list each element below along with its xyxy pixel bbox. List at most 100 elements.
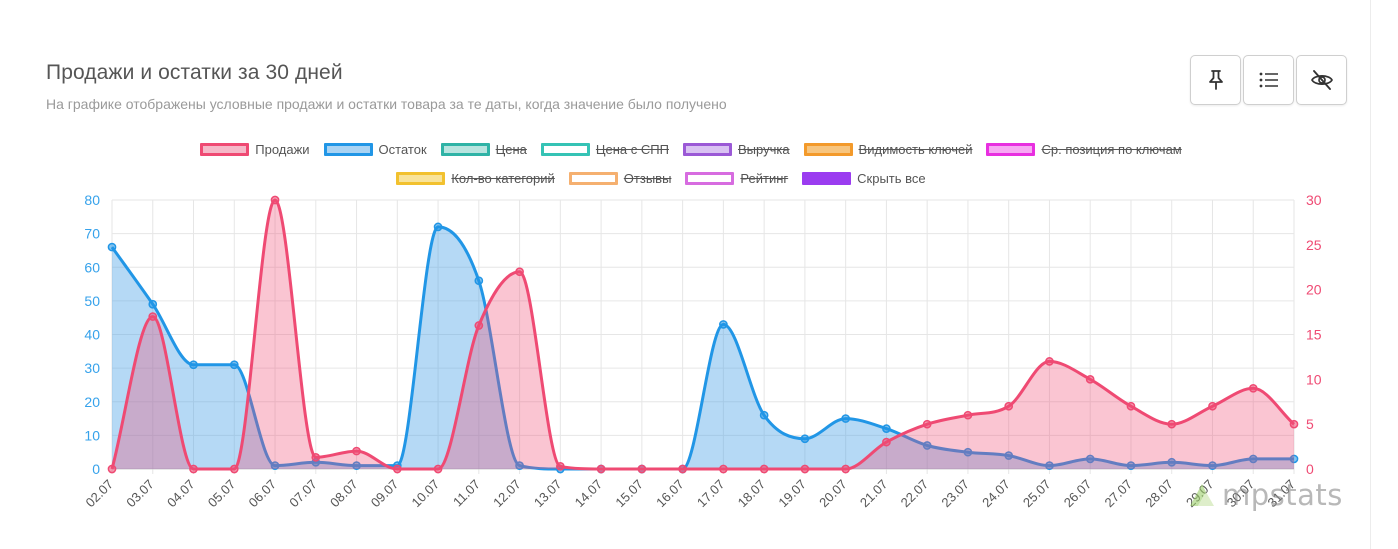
data-point [433, 464, 443, 474]
legend-label: Ср. позиция по ключам [1041, 142, 1182, 157]
data-point [474, 276, 484, 286]
y-tick-right: 5 [1306, 416, 1314, 432]
legend-item[interactable]: Цена с СПП [540, 142, 669, 157]
legend-swatch [540, 143, 590, 156]
legend-label: Рейтинг [740, 171, 789, 186]
x-tick-label: 11.07 [450, 477, 483, 510]
list-button[interactable] [1243, 55, 1294, 105]
data-point [229, 360, 239, 370]
x-tick-label: 12.07 [490, 477, 524, 511]
x-tick-label: 23.07 [938, 477, 972, 511]
series-area [112, 200, 1294, 469]
legend-item[interactable]: Продажи [200, 142, 310, 157]
y-tick-right: 15 [1306, 327, 1322, 343]
legend-swatch [685, 172, 735, 185]
data-point [637, 464, 647, 474]
legend-item[interactable]: Кол-во категорий [396, 171, 555, 186]
hide-button[interactable] [1296, 55, 1347, 105]
data-point [1289, 419, 1299, 429]
pin-button[interactable] [1190, 55, 1241, 105]
legend-item[interactable]: Ср. позиция по ключам [986, 142, 1182, 157]
legend-item[interactable]: Цена [440, 142, 527, 157]
y-tick-right: 30 [1306, 192, 1322, 208]
data-point [1085, 374, 1095, 384]
data-point [189, 464, 198, 474]
data-point [963, 447, 973, 457]
x-tick-label: 25.07 [1020, 477, 1054, 511]
legend-swatch [200, 143, 250, 156]
legend-swatch [568, 172, 618, 185]
legend-swatch [323, 143, 373, 156]
eye-off-icon [1310, 70, 1333, 90]
x-tick-label: 16.07 [653, 477, 687, 511]
series-area [112, 226, 1294, 469]
legend-item[interactable]: Остаток [323, 142, 427, 157]
legend-label: Видимость ключей [858, 142, 973, 157]
legend-item[interactable]: Отзывы [568, 171, 671, 186]
x-tick-label: 02.07 [83, 477, 117, 511]
x-tick-label: 03.07 [123, 477, 157, 511]
data-point [107, 464, 117, 474]
data-point [433, 222, 443, 232]
x-tick-label: 26.07 [1061, 477, 1095, 511]
data-point [800, 464, 810, 474]
y-tick-left: 50 [84, 293, 100, 309]
data-point [1248, 383, 1258, 393]
legend-swatch [440, 143, 490, 156]
data-point [1045, 357, 1054, 366]
data-point [719, 464, 728, 474]
data-point [311, 452, 321, 462]
x-tick-label: 06.07 [246, 477, 280, 511]
data-point [352, 446, 361, 456]
data-point [1167, 419, 1177, 429]
chart-toolbar [1190, 55, 1347, 105]
y-tick-left: 80 [84, 192, 100, 208]
data-point [1004, 401, 1014, 411]
legend-label: Цена с СПП [595, 142, 669, 157]
y-tick-left: 30 [84, 360, 100, 376]
x-tick-label: 24.07 [979, 477, 1013, 511]
legend-item[interactable]: Скрыть все [802, 171, 926, 186]
data-point [922, 441, 932, 450]
chart-subtitle: На графике отображены условные продажи и… [46, 96, 727, 112]
legend-label: Скрыть все [857, 171, 926, 186]
watermark: mpstats [1184, 478, 1343, 512]
legend-swatch [986, 143, 1036, 156]
x-tick-label: 05.07 [205, 477, 239, 511]
y-tick-left: 20 [84, 394, 100, 410]
x-tick-label: 22.07 [898, 477, 932, 511]
x-tick-label: 04.07 [164, 477, 198, 511]
legend-label: Цена [495, 142, 527, 157]
data-point [392, 464, 402, 474]
data-point [352, 461, 361, 470]
legend-swatch [802, 172, 852, 185]
data-point [678, 464, 687, 474]
legend-item[interactable]: Видимость ключей [803, 142, 973, 157]
x-tick-label: 15.07 [612, 477, 646, 511]
x-tick-label: 09.07 [368, 477, 402, 511]
data-point [882, 437, 891, 447]
x-tick-label: 20.07 [816, 477, 850, 511]
data-point [922, 419, 932, 429]
x-tick-label: 14.07 [572, 477, 606, 511]
legend-item[interactable]: Выручка [682, 142, 790, 157]
legend-row-2: Кол-во категорий Отзывы Рейтинг Скрыть все [0, 171, 1360, 186]
y-tick-left: 60 [84, 259, 100, 275]
x-tick-label: 27.07 [1101, 477, 1135, 511]
data-point [841, 464, 851, 474]
data-point [229, 464, 239, 474]
data-point [515, 267, 524, 277]
data-point [1248, 454, 1258, 464]
y-tick-left: 10 [84, 427, 100, 443]
data-point [148, 312, 158, 321]
data-point [882, 424, 891, 433]
legend-swatch [682, 143, 732, 156]
data-point [719, 320, 728, 329]
chart-title: Продажи и остатки за 30 дней [46, 61, 343, 84]
legend-swatch [396, 172, 446, 185]
x-tick-label: 10.07 [409, 477, 443, 511]
legend-item[interactable]: Рейтинг [685, 171, 788, 186]
data-point [1126, 401, 1136, 411]
x-tick-label: 08.07 [327, 477, 361, 511]
